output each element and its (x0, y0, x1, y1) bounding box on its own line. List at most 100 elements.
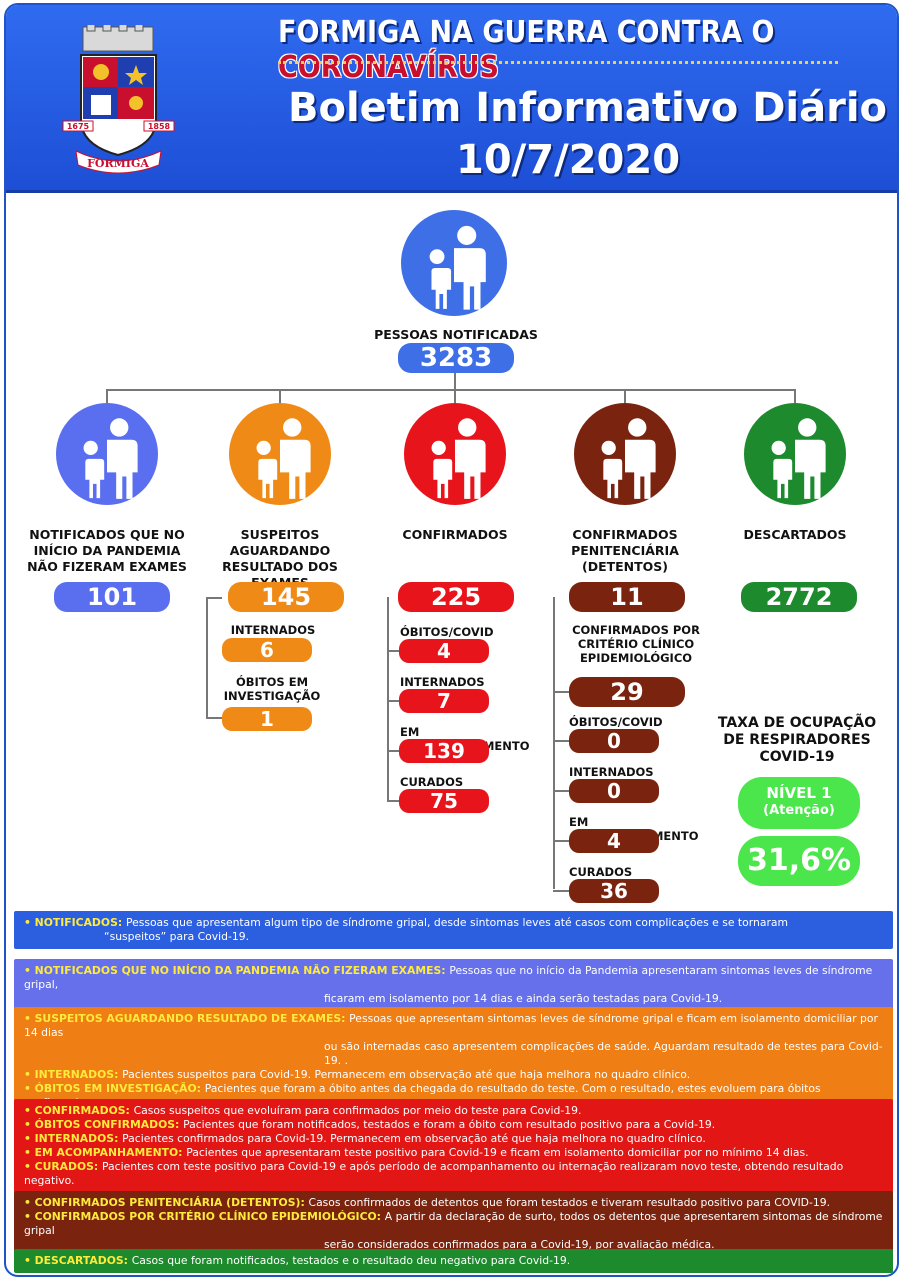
confirmed-sub-label: ÓBITOS/COVID (400, 625, 494, 639)
confirmed-sub-value: 139 (399, 739, 489, 763)
legend-text: Pacientes que foram notificados, testado… (183, 1118, 716, 1131)
crest-year-right: 1858 (148, 122, 171, 131)
tree-connector (794, 389, 796, 403)
legend-text: Casos confirmados de detentos que foram … (308, 1196, 831, 1209)
family-icon (574, 403, 676, 505)
tree-connector (387, 597, 389, 801)
suspects-obitos-label: ÓBITOS EM INVESTIGAÇÃO (223, 675, 321, 703)
family-icon (229, 403, 331, 505)
legend-item: • NOTIFICADOS: Pessoas que apresentam al… (24, 916, 883, 930)
tree-connector (454, 373, 456, 391)
confirmed-sub-label: CURADOS (400, 775, 464, 789)
legend-term: • CONFIRMADOS: (24, 1104, 134, 1117)
legend-item: • SUSPEITOS AGUARDANDO RESULTADO DE EXAM… (24, 1012, 883, 1040)
category-value: 2772 (741, 582, 857, 612)
legend-box: • CONFIRMADOS PENITENCIÁRIA (DETENTOS): … (14, 1191, 893, 1257)
legend-box: • NOTIFICADOS: Pessoas que apresentam al… (14, 911, 893, 949)
legend-box: • DESCARTADOS: Casos que foram notificad… (14, 1249, 893, 1273)
prison-sub-value: 0 (569, 729, 659, 753)
campaign-title: FORMIGA NA GUERRA CONTRA O CORONAVÍRUS (278, 15, 897, 85)
tree-connector (553, 840, 569, 842)
legend-term: • CONFIRMADOS PENITENCIÁRIA (DETENTOS): (24, 1196, 309, 1209)
legend-term: • DESCARTADOS: (24, 1254, 132, 1267)
legend-item: • ÓBITOS EM INVESTIGAÇÃO: Pacientes que … (24, 1082, 883, 1110)
tree-connector (387, 750, 399, 752)
legend-item: • DESCARTADOS: Casos que foram notificad… (24, 1254, 883, 1268)
header-banner: 1675 1858 FORMIGA FORMIGA NA GUERRA CONT… (6, 5, 897, 193)
bulletin-title: Boletim Informativo Diário (288, 85, 888, 131)
category-value: 101 (54, 582, 170, 612)
respirator-title: TAXA DE OCUPAÇÃO DE RESPIRADORES COVID-1… (717, 715, 877, 765)
prison-sub-value: 29 (569, 677, 685, 707)
tree-connector (624, 389, 626, 403)
tree-connector (206, 717, 222, 719)
legend-term: • ÓBITOS EM INVESTIGAÇÃO: (24, 1082, 205, 1095)
confirmed-sub-value: 4 (399, 639, 489, 663)
family-icon (404, 403, 506, 505)
legend-text: Pacientes com teste positivo para Covid-… (24, 1160, 844, 1187)
suspects-internados-value: 6 (222, 638, 312, 662)
prison-sub-value: 4 (569, 829, 659, 853)
legend-text: Casos que foram notificados, testados e … (131, 1254, 571, 1267)
legend-text-cont: “suspeitos” para Covid-19. (104, 930, 250, 943)
legend-text: A partir da declaração de surto, todos o… (24, 1210, 883, 1237)
legend-term: • EM ACOMPANHAMENTO: (24, 1146, 187, 1159)
category-value: 225 (398, 582, 514, 612)
tree-connector (387, 650, 399, 652)
legend-term: • CONFIRMADOS POR CRITÉRIO CLÍNICO EPIDE… (24, 1210, 385, 1223)
prison-sub-value: 36 (569, 879, 659, 903)
category-label: CONFIRMADOS (402, 527, 508, 542)
legend-text: Pessoas que no início da Pandemia aprese… (24, 964, 873, 991)
legend-item: • INTERNADOS: Pacientes confirmados para… (24, 1132, 883, 1146)
bulletin-date: 10/7/2020 (456, 137, 681, 183)
prison-sub-label: CONFIRMADOS POR CRITÉRIO CLÍNICO EPIDEMI… (572, 623, 700, 665)
confirmed-sub-value: 7 (399, 689, 489, 713)
suspects-internados-label: INTERNADOS (230, 623, 316, 637)
respirator-rate: 31,6% (738, 836, 860, 886)
legend-text: Pacientes suspeitos para Covid-19. Perma… (122, 1068, 691, 1081)
legend-text: Pacientes que apresentaram teste positiv… (186, 1146, 809, 1159)
prison-sub-label: CURADOS (569, 865, 633, 879)
family-icon (401, 210, 507, 316)
crest-name: FORMIGA (87, 157, 149, 170)
campaign-title-highlight: CORONAVÍRUS (278, 50, 499, 85)
legend-item: • NOTIFICADOS QUE NO INÍCIO DA PANDEMIA … (24, 964, 883, 992)
family-icon (56, 403, 158, 505)
legend-term: • SUSPEITOS AGUARDANDO RESULTADO DE EXAM… (24, 1012, 350, 1025)
legend-term: • NOTIFICADOS: (24, 916, 126, 929)
legend-term: • INTERNADOS: (24, 1068, 123, 1081)
category-label: NOTIFICADOS QUE NO INÍCIO DA PANDEMIA NÃ… (27, 527, 187, 574)
legend-box: • NOTIFICADOS QUE NO INÍCIO DA PANDEMIA … (14, 959, 893, 1011)
legend-item: • CONFIRMADOS: Casos suspeitos que evolu… (24, 1104, 883, 1118)
legend-term: • INTERNADOS: (24, 1132, 123, 1145)
city-crest-icon: 1675 1858 FORMIGA (62, 25, 175, 174)
tree-connector (553, 691, 569, 693)
legend-text: Pacientes confirmados para Covid-19. Per… (122, 1132, 706, 1145)
legend-text: Pessoas que apresentam algum tipo de sín… (125, 916, 789, 929)
category-label: CONFIRMADOS PENITENCIÁRIA (DETENTOS) (571, 527, 679, 574)
tree-connector (106, 389, 108, 403)
respirator-level: NÍVEL 1 (766, 784, 832, 802)
legend-term: • NOTIFICADOS QUE NO INÍCIO DA PANDEMIA … (24, 964, 450, 977)
prison-sub-label: INTERNADOS (569, 765, 654, 779)
tree-connector (454, 389, 456, 403)
legend-item: • EM ACOMPANHAMENTO: Pacientes que apres… (24, 1146, 883, 1160)
legend-text-cont: ou são internadas caso apresentem compli… (324, 1040, 883, 1067)
confirmed-sub-value: 75 (399, 789, 489, 813)
suspects-obitos-value: 1 (222, 707, 312, 731)
prison-sub-value: 0 (569, 779, 659, 803)
confirmed-sub-label: INTERNADOS (400, 675, 485, 689)
tree-connector (553, 790, 569, 792)
crest-year-left: 1675 (67, 122, 90, 131)
legend-text: Casos suspeitos que evoluíram para confi… (133, 1104, 582, 1117)
legend-text-cont: ficaram em isolamento por 14 dias e aind… (324, 992, 723, 1005)
tree-connector (387, 700, 399, 702)
tree-connector (553, 597, 555, 889)
legend-item: • ÓBITOS CONFIRMADOS: Pacientes que fora… (24, 1118, 883, 1132)
category-value: 11 (569, 582, 685, 612)
respirator-level-note: (Atenção) (763, 803, 835, 818)
legend-item: • CONFIRMADOS PENITENCIÁRIA (DETENTOS): … (24, 1196, 883, 1210)
tree-connector (206, 597, 222, 599)
legend-item: • CONFIRMADOS POR CRITÉRIO CLÍNICO EPIDE… (24, 1210, 883, 1238)
family-icon (744, 403, 846, 505)
